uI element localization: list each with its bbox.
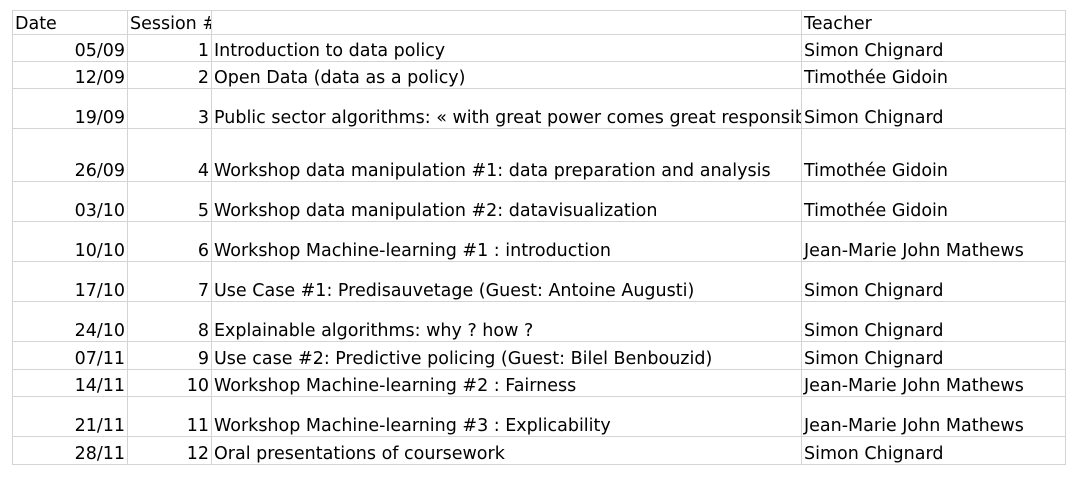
teacher-cell[interactable]: Simon Chignard xyxy=(801,436,1066,465)
header-date[interactable]: Date xyxy=(12,10,128,35)
teacher-cell[interactable]: Timothée Gidoin xyxy=(801,128,1066,182)
title-cell[interactable]: Introduction to data policy xyxy=(211,34,802,62)
teacher-cell[interactable]: Jean-Marie John Mathews xyxy=(801,221,1066,262)
teacher-cell[interactable]: Timothée Gidoin xyxy=(801,61,1066,89)
date-cell[interactable]: 17/10 xyxy=(12,261,128,302)
header-title[interactable] xyxy=(211,10,802,35)
header-teacher[interactable]: Teacher xyxy=(801,10,1066,35)
date-cell[interactable]: 19/09 xyxy=(12,88,128,129)
teacher-cell[interactable]: Jean-Marie John Mathews xyxy=(801,369,1066,397)
title-cell[interactable]: Open Data (data as a policy) xyxy=(211,61,802,89)
teacher-cell[interactable]: Simon Chignard xyxy=(801,261,1066,302)
schedule-body: Date Session # Teacher 05/09 1 Introduct… xyxy=(12,10,1066,465)
table-row: 17/10 7 Use Case #1: Predisauvetage (Gue… xyxy=(12,261,1066,302)
title-cell[interactable]: Use case #2: Predictive policing (Guest:… xyxy=(211,341,802,370)
date-cell[interactable]: 05/09 xyxy=(12,34,128,62)
title-cell[interactable]: Workshop data manipulation #2: datavisua… xyxy=(211,181,802,222)
date-cell[interactable]: 03/10 xyxy=(12,181,128,222)
session-cell[interactable]: 1 xyxy=(127,34,212,62)
teacher-cell[interactable]: Simon Chignard xyxy=(801,341,1066,370)
table-row: 12/09 2 Open Data (data as a policy) Tim… xyxy=(12,61,1066,89)
title-cell[interactable]: Workshop Machine-learning #2 : Fairness xyxy=(211,369,802,397)
date-cell[interactable]: 28/11 xyxy=(12,436,128,465)
session-cell[interactable]: 5 xyxy=(127,181,212,222)
table-row: 07/11 9 Use case #2: Predictive policing… xyxy=(12,341,1066,370)
session-cell[interactable]: 11 xyxy=(127,396,212,437)
session-cell[interactable]: 12 xyxy=(127,436,212,465)
table-row: 05/09 1 Introduction to data policy Simo… xyxy=(12,34,1066,62)
date-cell[interactable]: 10/10 xyxy=(12,221,128,262)
table-row: 10/10 6 Workshop Machine-learning #1 : i… xyxy=(12,221,1066,262)
teacher-cell[interactable]: Simon Chignard xyxy=(801,34,1066,62)
teacher-cell[interactable]: Simon Chignard xyxy=(801,88,1066,129)
title-cell[interactable]: Workshop data manipulation #1: data prep… xyxy=(211,128,802,182)
date-cell[interactable]: 24/10 xyxy=(12,301,128,342)
table-row: 14/11 10 Workshop Machine-learning #2 : … xyxy=(12,369,1066,397)
title-cell[interactable]: Use Case #1: Predisauvetage (Guest: Anto… xyxy=(211,261,802,302)
date-cell[interactable]: 07/11 xyxy=(12,341,128,370)
table-row: 24/10 8 Explainable algorithms: why ? ho… xyxy=(12,301,1066,342)
session-cell[interactable]: 6 xyxy=(127,221,212,262)
date-cell[interactable]: 12/09 xyxy=(12,61,128,89)
teacher-cell[interactable]: Jean-Marie John Mathews xyxy=(801,396,1066,437)
session-cell[interactable]: 8 xyxy=(127,301,212,342)
title-cell[interactable]: Public sector algorithms: « with great p… xyxy=(211,88,802,129)
session-cell[interactable]: 10 xyxy=(127,369,212,397)
session-cell[interactable]: 2 xyxy=(127,61,212,89)
session-cell[interactable]: 9 xyxy=(127,341,212,370)
table-row: 19/09 3 Public sector algorithms: « with… xyxy=(12,88,1066,129)
session-cell[interactable]: 7 xyxy=(127,261,212,302)
header-row: Date Session # Teacher xyxy=(12,10,1066,35)
table-row: 28/11 12 Oral presentations of coursewor… xyxy=(12,436,1066,465)
date-cell[interactable]: 26/09 xyxy=(12,128,128,182)
date-cell[interactable]: 14/11 xyxy=(12,369,128,397)
teacher-cell[interactable]: Simon Chignard xyxy=(801,301,1066,342)
title-cell[interactable]: Workshop Machine-learning #3 : Explicabi… xyxy=(211,396,802,437)
table-row: 03/10 5 Workshop data manipulation #2: d… xyxy=(12,181,1066,222)
title-cell[interactable]: Oral presentations of coursework xyxy=(211,436,802,465)
header-session[interactable]: Session # xyxy=(127,10,212,35)
session-cell[interactable]: 3 xyxy=(127,88,212,129)
title-cell[interactable]: Workshop Machine-learning #1 : introduct… xyxy=(211,221,802,262)
date-cell[interactable]: 21/11 xyxy=(12,396,128,437)
schedule-table: Date Session # Teacher 05/09 1 Introduct… xyxy=(12,10,1066,465)
teacher-cell[interactable]: Timothée Gidoin xyxy=(801,181,1066,222)
session-cell[interactable]: 4 xyxy=(127,128,212,182)
table-row: 26/09 4 Workshop data manipulation #1: d… xyxy=(12,128,1066,182)
table-row: 21/11 11 Workshop Machine-learning #3 : … xyxy=(12,396,1066,437)
title-cell[interactable]: Explainable algorithms: why ? how ? xyxy=(211,301,802,342)
